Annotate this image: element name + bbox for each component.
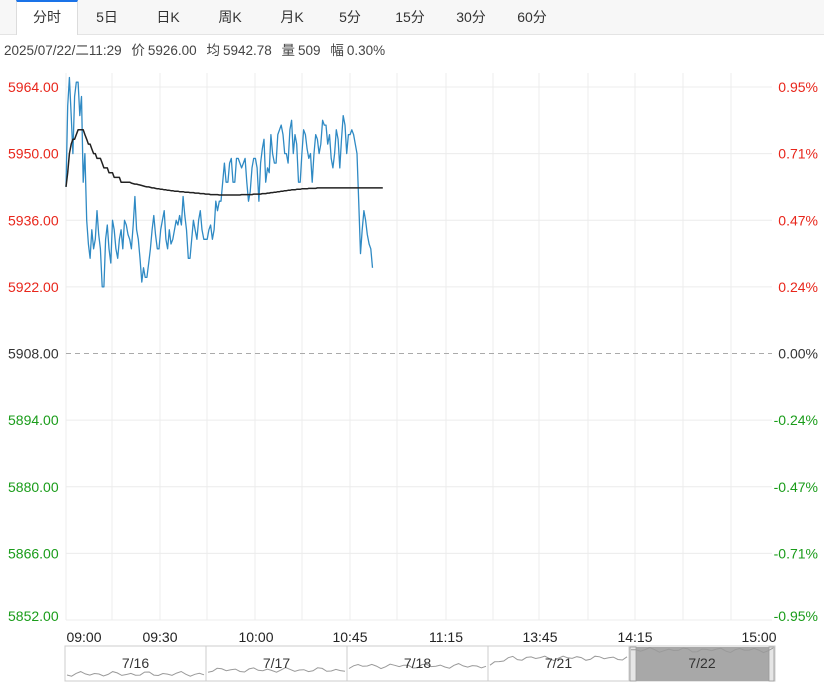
tab-7[interactable]: 15分: [395, 9, 425, 25]
navigator-day-label: 7/22: [688, 655, 715, 671]
intraday-chart: 5964.00 0.95% 5950.00 0.71% 5936.00 0.47% 5922…: [8, 73, 818, 682]
pct-tick-label: 0.00%: [778, 346, 818, 362]
tab-1[interactable]: 分时: [16, 0, 78, 35]
y-tick-label: 5936.00: [8, 212, 59, 228]
x-tick-label: 09:30: [142, 629, 177, 645]
tab-8[interactable]: 30分: [456, 9, 486, 25]
navigator-selection: [636, 647, 770, 681]
x-tick-label: 10:00: [238, 629, 273, 645]
tab-9[interactable]: 60分: [517, 9, 547, 25]
tab-3[interactable]: 日K: [156, 9, 180, 25]
avg-value: 5942.78: [222, 43, 272, 58]
navigator-day-label: 7/21: [545, 655, 572, 671]
price-value: 5926.00: [147, 43, 197, 58]
pct-tick-label: 0.24%: [778, 279, 818, 295]
x-tick-label: 11:15: [429, 629, 463, 645]
navigator-sparkline: [489, 655, 628, 666]
navigator-sparkline: [348, 663, 487, 670]
navigator-day-label: 7/18: [404, 655, 431, 671]
pct-tick-label: -0.95%: [774, 608, 818, 624]
x-tick-label: 14:15: [617, 629, 652, 645]
pct-tick-label: 0.47%: [778, 212, 818, 228]
volume-label: 量: [281, 43, 296, 58]
price-line: [65, 76, 374, 288]
tab-4[interactable]: 周K: [218, 9, 242, 25]
x-tick-label: 13:45: [522, 629, 557, 645]
navigator-sparkline: [630, 646, 774, 654]
pct-tick-label: -0.47%: [774, 479, 818, 495]
avg-price-line: [65, 129, 383, 196]
volume-value: 509: [298, 43, 321, 58]
period-tab-bar: 分时 5日 日K 周K 月K 5分 15分 30分 60分: [0, 0, 824, 35]
x-tick-label: 15:00: [741, 629, 776, 645]
quote-info-bar: 2025/07/22/二11:29 价 5926.00 均 5942.78 量 509…: [4, 42, 391, 60]
change-label: 幅: [330, 43, 344, 58]
y-tick-label: 5964.00: [8, 79, 59, 95]
pct-tick-label: 0.95%: [778, 79, 818, 95]
x-tick-label: 10:45: [332, 629, 367, 645]
price-label: 价: [131, 43, 145, 58]
pct-tick-label: 0.71%: [778, 146, 818, 162]
y-tick-label: 5866.00: [8, 545, 59, 561]
navigator-handle-right: [768, 646, 775, 682]
navigator-day-label: 7/16: [122, 655, 149, 671]
avg-label: 均: [206, 43, 220, 58]
tab-5[interactable]: 月K: [280, 9, 304, 25]
pct-tick-label: -0.71%: [774, 545, 818, 561]
navigator-day-label: 7/17: [263, 655, 290, 671]
pct-tick-label: -0.24%: [774, 412, 818, 428]
navigator-sparkline: [207, 666, 346, 673]
y-tick-label: 5908.00: [8, 346, 59, 362]
tab-6[interactable]: 5分: [339, 9, 361, 25]
y-tick-label: 5880.00: [8, 479, 59, 495]
y-tick-label: 5894.00: [8, 412, 59, 428]
y-tick-label: 5922.00: [8, 279, 59, 295]
navigator-handle-left: [629, 646, 637, 682]
x-tick-label: 09:00: [66, 629, 101, 645]
y-tick-label: 5950.00: [8, 146, 59, 162]
change-value: 0.30%: [346, 43, 386, 58]
navigator-sparkline: [66, 670, 205, 677]
y-tick-label: 5852.00: [8, 608, 59, 624]
tab-2[interactable]: 5日: [96, 9, 118, 25]
quote-datetime: 2025/07/22/二11:29: [4, 43, 122, 58]
